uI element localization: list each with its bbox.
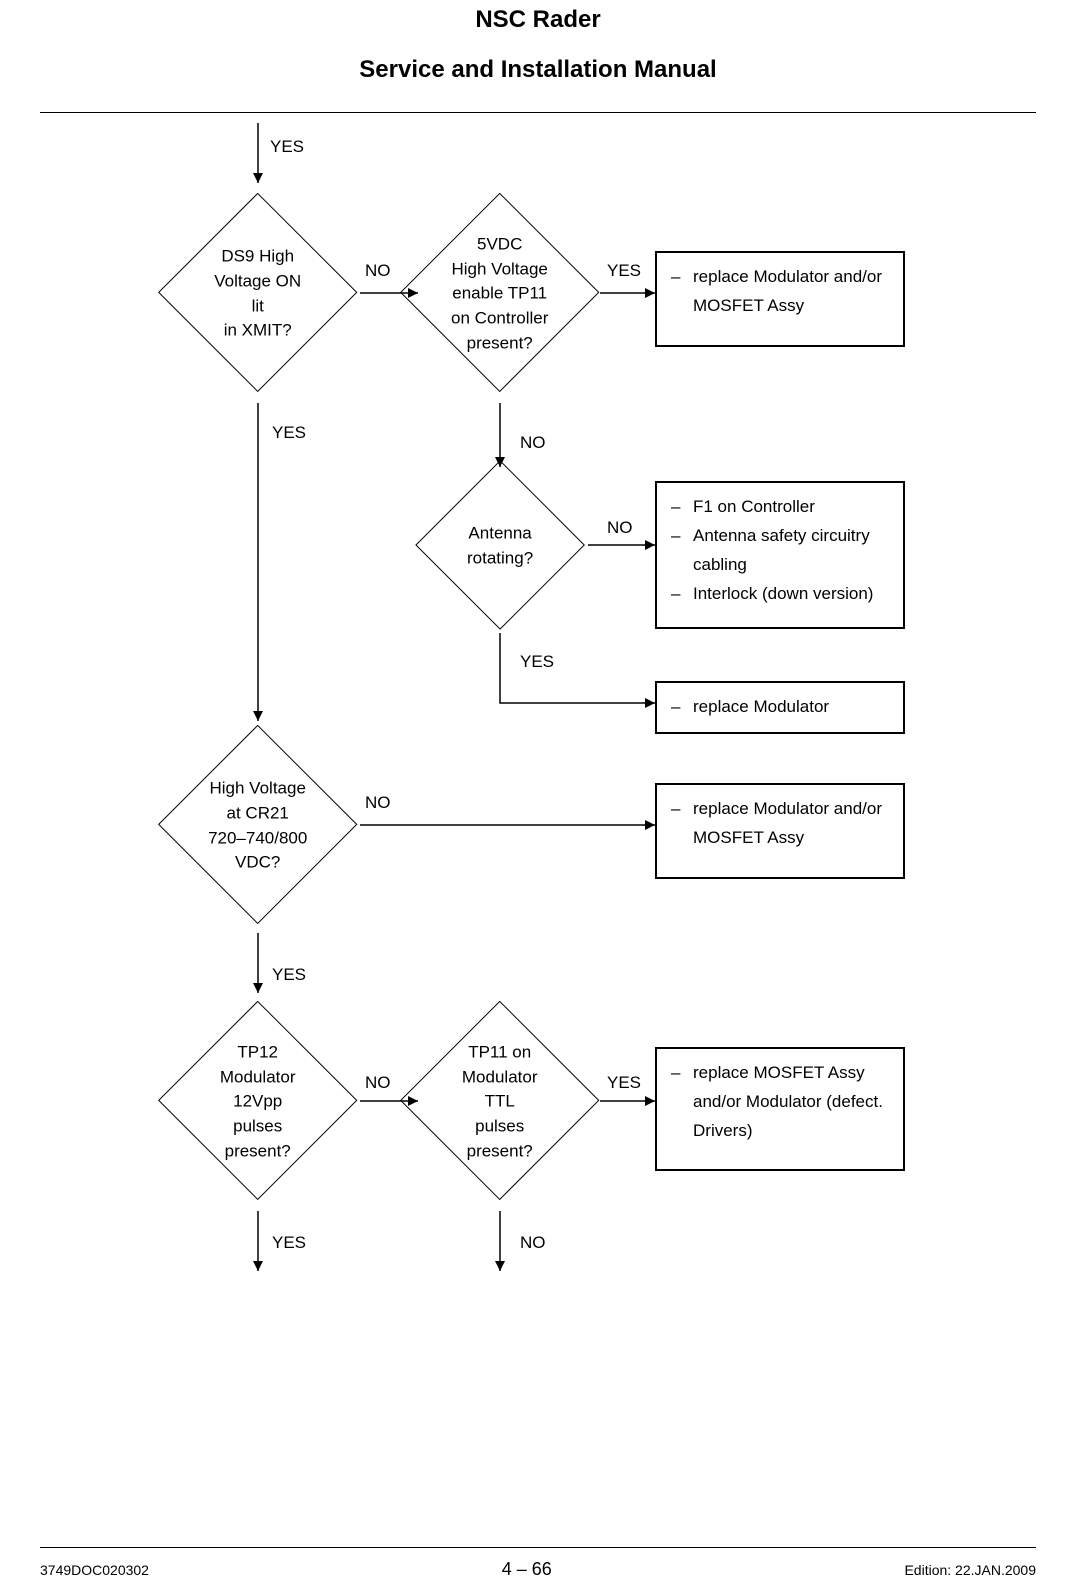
edge-label: NO	[607, 518, 633, 538]
entry-label: YES	[270, 137, 304, 157]
bullet-dash: –	[671, 795, 693, 853]
edge-1	[346, 279, 432, 307]
process-item: –replace MOSFET Assy and/or Modulator (d…	[671, 1059, 889, 1146]
bullet-dash: –	[671, 693, 693, 722]
process-b_replace_mod: –replace Modulator	[655, 681, 905, 734]
bullet-dash: –	[671, 522, 693, 580]
process-item-text: F1 on Controller	[693, 493, 889, 522]
bullet-dash: –	[671, 580, 693, 609]
edge-label: YES	[272, 1233, 306, 1253]
footer-edition: Edition: 22.JAN.2009	[904, 1562, 1036, 1578]
edge-8	[244, 919, 272, 1007]
decision-text: TP11 onModulator TTLpulsespresent?	[429, 1032, 570, 1173]
edge-label: NO	[520, 1233, 546, 1253]
footer-page: 4 – 66	[502, 1559, 552, 1580]
process-item-text: replace MOSFET Assy and/or Modulator (de…	[693, 1059, 889, 1146]
process-item: –replace Modulator and/or MOSFET Assy	[671, 795, 889, 853]
process-item: –F1 on Controller	[671, 493, 889, 522]
process-item-text: replace Modulator and/or MOSFET Assy	[693, 795, 889, 853]
edge-label: NO	[365, 1073, 391, 1093]
edge-label: YES	[272, 423, 306, 443]
edge-label: YES	[272, 965, 306, 985]
edge-3	[244, 389, 272, 735]
edge-6	[486, 619, 669, 717]
process-b_mosfet_drv: –replace MOSFET Assy and/or Modulator (d…	[655, 1047, 905, 1171]
flowchart-canvas: YES DS9 HighVoltage ON litin XMIT? 5VDCHig…	[0, 113, 1076, 1493]
edge-0	[244, 109, 272, 197]
edge-label: YES	[607, 261, 641, 281]
decision-text: High Voltageat CR21720–740/800VDC?	[187, 756, 328, 897]
process-item-text: Interlock (down version)	[693, 580, 889, 609]
edge-label: YES	[520, 652, 554, 672]
process-b_mod_mosfet1: –replace Modulator and/or MOSFET Assy	[655, 251, 905, 347]
edge-label: NO	[365, 793, 391, 813]
decision-text: 5VDCHigh Voltageenable TP11on Controller…	[429, 224, 570, 365]
process-item: –Antenna safety circuitry cabling	[671, 522, 889, 580]
process-item-text: Antenna safety circuitry cabling	[693, 522, 889, 580]
edge-label: NO	[365, 261, 391, 281]
bullet-dash: –	[671, 493, 693, 522]
decision-d_antenna: Antennarotating?	[415, 460, 585, 630]
decision-text: Antennarotating?	[440, 486, 560, 606]
edge-11	[244, 1197, 272, 1285]
decision-d_hv_cr21: High Voltageat CR21720–740/800VDC?	[158, 725, 358, 925]
edge-2	[586, 279, 669, 307]
process-b_f1: –F1 on Controller–Antenna safety circuit…	[655, 481, 905, 629]
page-subtitle: Service and Installation Manual	[0, 56, 1076, 84]
process-b_mod_mosfet2: –replace Modulator and/or MOSFET Assy	[655, 783, 905, 879]
edge-4	[486, 389, 514, 481]
bottom-rule	[40, 1547, 1036, 1548]
page-header: NSC Rader Service and Installation Manua…	[0, 6, 1076, 84]
footer-doc: 3749DOC020302	[40, 1562, 149, 1578]
process-item: –replace Modulator and/or MOSFET Assy	[671, 263, 889, 321]
process-item-text: replace Modulator and/or MOSFET Assy	[693, 263, 889, 321]
edge-label: NO	[520, 433, 546, 453]
decision-d_tp12: TP12Modulator12Vpp pulsespresent?	[158, 1001, 358, 1201]
edge-12	[486, 1197, 514, 1285]
decision-text: TP12Modulator12Vpp pulsespresent?	[187, 1032, 328, 1173]
decision-d_ds9: DS9 HighVoltage ON litin XMIT?	[158, 193, 358, 393]
page-footer: 3749DOC020302 4 – 66 Edition: 22.JAN.200…	[40, 1559, 1036, 1580]
edge-label: YES	[607, 1073, 641, 1093]
process-item: –replace Modulator	[671, 693, 889, 722]
edge-7	[346, 811, 669, 839]
bullet-dash: –	[671, 263, 693, 321]
process-item-text: replace Modulator	[693, 693, 889, 722]
page-title: NSC Rader	[0, 6, 1076, 34]
bullet-dash: –	[671, 1059, 693, 1146]
decision-text: DS9 HighVoltage ON litin XMIT?	[187, 224, 328, 365]
process-item: –Interlock (down version)	[671, 580, 889, 609]
